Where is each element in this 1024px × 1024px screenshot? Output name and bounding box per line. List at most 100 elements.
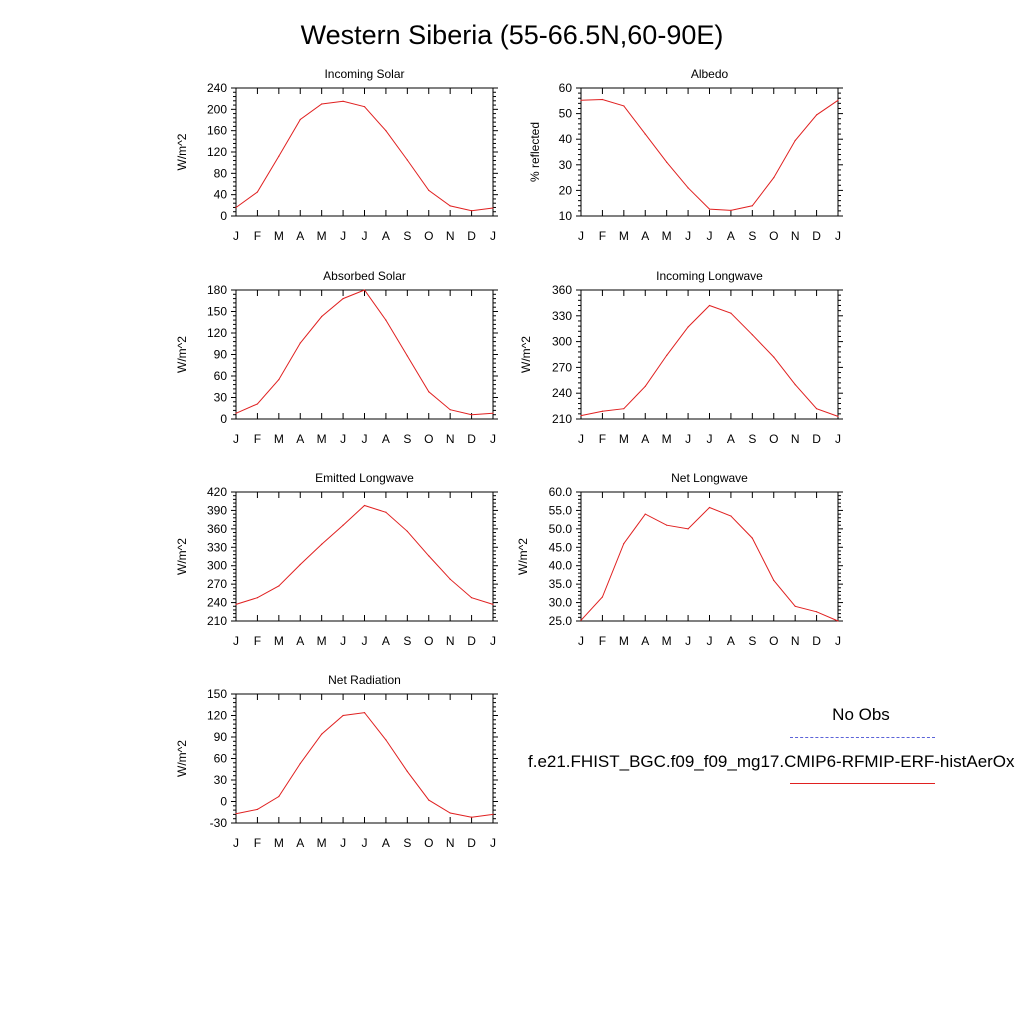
y-tick-label: 90 [214,730,228,744]
data-point [321,733,323,735]
chart-panel-4: J F M A M J J A S O N D J210240270300330360Incoming … [519,269,843,446]
x-tick-label: A [296,432,304,446]
series-line [580,304,839,417]
x-tick-label: J [835,229,841,243]
y-tick-label: 210 [552,412,572,426]
y-axis-label: W/m^2 [516,538,530,575]
y-tick-label: 45.0 [549,540,573,554]
y-axis-label: W/m^2 [175,538,189,575]
data-point [235,412,237,414]
series-line [235,504,494,605]
legend-model-label: f.e21.FHIST_BGC.f09_f09_mg17.CMIP6-RFMIP… [528,752,1015,771]
data-point [730,312,732,314]
data-point [363,712,366,714]
data-point [428,799,430,801]
data-point [644,133,646,135]
data-point [342,100,344,102]
data-point [406,530,408,532]
panel-title: Net Radiation [328,673,401,687]
x-tick-label: J [233,836,239,850]
data-point [708,506,711,509]
data-point [428,555,430,557]
x-tick-label: J [490,432,496,446]
y-tick-label: 0 [220,795,227,809]
y-tick-label: 360 [207,522,227,536]
x-tick-label: M [317,229,327,243]
data-point [773,177,775,179]
data-point [256,597,259,599]
data-point [666,524,668,526]
data-point [385,130,387,132]
data-point [256,808,259,810]
x-tick-label: N [446,634,455,648]
x-tick-label: M [317,836,327,850]
x-tick-label: J [490,634,496,648]
x-tick-label: F [254,634,261,648]
x-tick-label: S [403,229,411,243]
y-tick-label: 25.0 [549,614,573,628]
x-tick-label: A [296,634,304,648]
data-point [751,334,753,336]
data-point [278,155,280,157]
data-point [623,543,625,545]
panel-title: Incoming Solar [324,67,404,81]
series-line [235,712,494,818]
data-point [837,99,839,101]
data-point [601,410,604,412]
x-tick-label: N [446,836,455,850]
y-tick-label: 60 [559,81,573,95]
data-point [601,596,604,598]
series-line [235,289,494,416]
x-tick-label: O [769,432,778,446]
data-point [794,605,796,607]
chart-panel-6: J F M A M J J A S O N D J25.030.035.040.045.050.055.… [516,471,843,648]
data-point [449,812,451,814]
data-point [837,415,839,418]
data-point [580,99,582,101]
data-point [837,620,839,622]
y-tick-label: 270 [552,360,572,374]
y-tick-label: 50 [559,107,573,121]
data-point [321,103,323,105]
panel-title: Emitted Longwave [315,471,414,485]
y-tick-label: 0 [220,209,227,223]
plot-frame [235,491,494,622]
x-tick-label: N [446,229,455,243]
y-tick-label: 180 [207,283,227,297]
x-tick-label: J [707,634,713,648]
x-tick-label: F [254,836,261,850]
y-tick-label: 120 [207,145,227,159]
x-tick-label: J [835,432,841,446]
x-tick-label: J [490,836,496,850]
x-tick-label: O [424,836,433,850]
x-tick-label: F [254,432,261,446]
series-line [235,100,494,212]
data-point [773,356,775,358]
x-tick-label: J [362,229,368,243]
panel-title: Albedo [691,67,729,81]
x-tick-label: F [599,634,606,648]
x-tick-label: A [296,836,304,850]
data-point [278,585,280,587]
series-line [580,506,839,622]
data-point [385,319,387,321]
data-point [299,118,301,121]
data-point [256,403,259,405]
y-tick-label: 35.0 [549,577,573,591]
data-point [406,159,408,161]
y-tick-label: 40 [214,188,228,202]
data-point [235,813,237,815]
x-tick-label: A [641,634,649,648]
x-tick-label: J [340,836,346,850]
x-tick-label: S [748,432,756,446]
x-tick-label: J [685,229,691,243]
data-point [666,354,668,356]
data-point [492,207,494,209]
x-tick-label: S [748,229,756,243]
y-tick-label: 420 [207,485,227,499]
